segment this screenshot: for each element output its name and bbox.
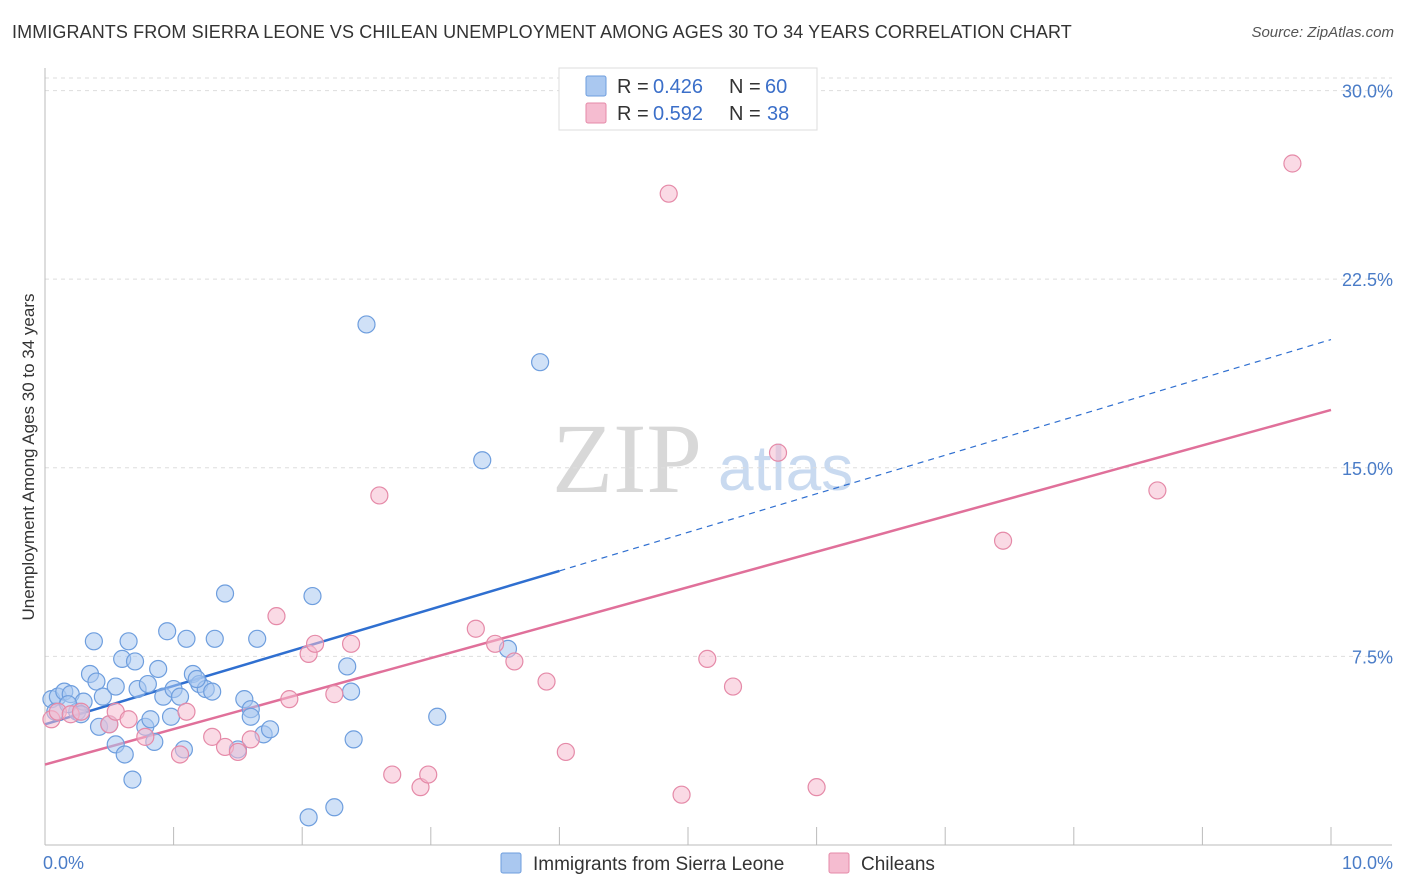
y-tick-label-2: 22.5% (1342, 270, 1393, 290)
watermark-zip: ZIP (552, 403, 702, 514)
point-sierra-leone-45 (299, 808, 318, 827)
point-sierra-leone-16 (119, 632, 138, 651)
point-sierra-leone-41 (241, 707, 260, 726)
point-sierra-leone-47 (325, 798, 344, 817)
point-sierra-leone-37 (215, 584, 235, 603)
point-sierra-leone-24 (149, 659, 168, 679)
point-sierra-leone-46 (303, 586, 322, 606)
point-chileans-29 (659, 184, 678, 203)
point-sierra-leone-10 (93, 687, 112, 706)
point-sierra-leone-44 (260, 720, 280, 739)
point-chileans-7 (136, 727, 155, 746)
point-chileans-31 (698, 649, 717, 669)
point-sierra-leone-35 (203, 682, 222, 701)
y-tick-label-0: 7.5% (1352, 647, 1393, 667)
point-chileans-21 (383, 765, 402, 784)
point-chileans-32 (723, 677, 743, 696)
point-chileans-24 (466, 619, 485, 638)
point-sierra-leone-36 (205, 629, 224, 648)
point-chileans-36 (1148, 481, 1167, 500)
point-sierra-leone-18 (125, 652, 145, 671)
point-chileans-28 (556, 742, 575, 762)
point-sierra-leone-51 (357, 315, 376, 334)
legend-n-value-1: 60 (765, 76, 787, 98)
legend-swatch-pink (585, 102, 607, 124)
point-chileans-9 (177, 702, 196, 721)
point-chileans-15 (280, 690, 299, 709)
stats-legend: R = 0.426 N = 60 R = 0.592 N = 38 (558, 67, 818, 131)
point-chileans-35 (993, 531, 1013, 550)
point-sierra-leone-7 (84, 632, 103, 651)
point-sierra-leone-52 (428, 707, 447, 726)
point-sierra-leone-53 (473, 451, 492, 470)
legend-r-value-1: 0.426 (653, 76, 703, 98)
point-sierra-leone-17 (123, 770, 142, 789)
series-legend-swatch-blue (500, 852, 522, 874)
point-sierra-leone-31 (177, 629, 196, 648)
x-tick-label-min: 0.0% (43, 853, 84, 873)
point-sierra-leone-50 (344, 730, 363, 749)
y-axis-label: Unemployment Among Ages 30 to 34 years (19, 294, 38, 621)
x-tick-label-max: 10.0% (1342, 853, 1393, 873)
point-sierra-leone-48 (338, 657, 357, 676)
tick-labels: 7.5% 15.0% 22.5% 30.0% 0.0% 10.0% (43, 82, 1393, 873)
point-sierra-leone-49 (341, 682, 361, 701)
legend-r-label-1: R = (617, 76, 649, 98)
point-sierra-leone-22 (141, 710, 160, 729)
point-sierra-leone-29 (170, 687, 190, 706)
point-sierra-leone-42 (248, 629, 267, 648)
point-sierra-leone-12 (106, 677, 125, 696)
point-chileans-17 (305, 634, 325, 653)
point-chileans-33 (768, 443, 788, 462)
series-legend-label-pink: Chileans (861, 854, 935, 875)
point-sierra-leone-58 (187, 669, 206, 689)
point-chileans-20 (370, 486, 389, 505)
point-sierra-leone-15 (115, 745, 134, 764)
point-chileans-10 (203, 727, 222, 746)
point-sierra-leone-55 (531, 353, 550, 372)
point-chileans-37 (1283, 154, 1302, 173)
data-points (42, 154, 1302, 827)
chart-source: Source: ZipAtlas.com (1251, 24, 1394, 41)
point-chileans-3 (71, 702, 91, 721)
point-sierra-leone-26 (158, 622, 177, 641)
series-legend-label-blue: Immigrants from Sierra Leone (533, 854, 784, 875)
point-sierra-leone-27 (161, 707, 181, 726)
point-chileans-23 (419, 765, 438, 784)
point-chileans-19 (341, 634, 361, 653)
legend-n-value-2: 38 (767, 103, 789, 125)
point-chileans-6 (119, 710, 138, 729)
point-chileans-27 (537, 672, 556, 691)
point-sierra-leone-8 (87, 672, 106, 691)
series-legend: Immigrants from Sierra Leone Chileans (500, 852, 935, 875)
legend-r-value-2: 0.592 (653, 103, 703, 125)
point-chileans-30 (672, 785, 691, 804)
point-chileans-25 (486, 634, 505, 653)
legend-swatch-blue (585, 75, 607, 97)
point-chileans-18 (325, 685, 344, 704)
y-tick-label-3: 30.0% (1342, 82, 1393, 102)
point-chileans-13 (241, 730, 260, 749)
point-chileans-8 (170, 745, 190, 764)
y-tick-label-1: 15.0% (1342, 459, 1393, 479)
point-chileans-14 (267, 607, 286, 626)
point-chileans-34 (807, 778, 826, 797)
legend-r-label-2: R = (617, 103, 649, 125)
grid-lines (45, 77, 1392, 657)
point-chileans-12 (228, 742, 247, 762)
series-legend-swatch-pink (828, 852, 850, 874)
trend-line-chileans (44, 408, 1332, 766)
legend-n-label-1: N = (729, 76, 761, 98)
point-sierra-leone-21 (138, 674, 157, 694)
point-chileans-26 (505, 652, 524, 671)
chart-title: IMMIGRANTS FROM SIERRA LEONE VS CHILEAN … (12, 22, 1072, 42)
trend-line-sierra-leone-extension (559, 338, 1332, 572)
legend-n-label-2: N = (729, 103, 761, 125)
